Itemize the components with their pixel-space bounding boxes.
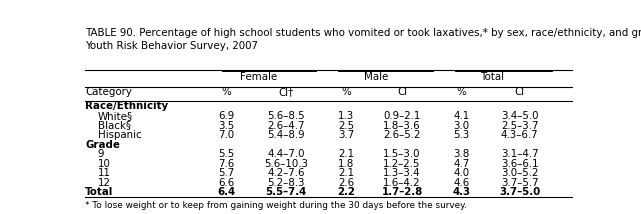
Text: 2.1: 2.1 bbox=[338, 168, 354, 178]
Text: 10: 10 bbox=[97, 159, 110, 169]
Text: 4.7: 4.7 bbox=[454, 159, 470, 169]
Text: 1.6–4.2: 1.6–4.2 bbox=[383, 178, 420, 188]
Text: 12: 12 bbox=[97, 178, 110, 188]
Text: 6.4: 6.4 bbox=[217, 187, 236, 198]
Text: 5.7: 5.7 bbox=[219, 168, 235, 178]
Text: 11: 11 bbox=[97, 168, 110, 178]
Text: 1.8: 1.8 bbox=[338, 159, 354, 169]
Text: 1.3: 1.3 bbox=[338, 111, 354, 121]
Text: 4.2–7.6: 4.2–7.6 bbox=[267, 168, 305, 178]
Text: 5.5: 5.5 bbox=[219, 149, 235, 159]
Text: 3.6–6.1: 3.6–6.1 bbox=[501, 159, 538, 169]
Text: 1.7–2.8: 1.7–2.8 bbox=[381, 187, 422, 198]
Text: Black§: Black§ bbox=[97, 120, 131, 131]
Text: 5.6–10.3: 5.6–10.3 bbox=[264, 159, 308, 169]
Text: 3.1–4.7: 3.1–4.7 bbox=[501, 149, 538, 159]
Text: Grade: Grade bbox=[85, 140, 120, 150]
Text: 5.2–8.3: 5.2–8.3 bbox=[267, 178, 305, 188]
Text: 4.1: 4.1 bbox=[454, 111, 470, 121]
Text: 1.2–2.5: 1.2–2.5 bbox=[383, 159, 420, 169]
Text: 3.7–5.0: 3.7–5.0 bbox=[499, 187, 540, 198]
Text: Female: Female bbox=[240, 72, 278, 82]
Text: 3.7: 3.7 bbox=[338, 130, 354, 140]
Text: CI: CI bbox=[515, 87, 525, 97]
Text: %: % bbox=[341, 87, 351, 97]
Text: Total: Total bbox=[85, 187, 113, 198]
Text: 3.5: 3.5 bbox=[219, 120, 235, 131]
Text: 2.2: 2.2 bbox=[337, 187, 355, 198]
Text: 5.5–7.4: 5.5–7.4 bbox=[265, 187, 307, 198]
Text: White§: White§ bbox=[97, 111, 133, 121]
Text: 5.6–8.5: 5.6–8.5 bbox=[267, 111, 305, 121]
Text: 3.8: 3.8 bbox=[454, 149, 470, 159]
Text: 3.4–5.0: 3.4–5.0 bbox=[501, 111, 538, 121]
Text: Total: Total bbox=[481, 72, 504, 82]
Text: 3.0–5.2: 3.0–5.2 bbox=[501, 168, 538, 178]
Text: 3.7–5.7: 3.7–5.7 bbox=[501, 178, 538, 188]
Text: Male: Male bbox=[363, 72, 388, 82]
Text: 4.0: 4.0 bbox=[454, 168, 470, 178]
Text: 5.3: 5.3 bbox=[454, 130, 470, 140]
Text: %: % bbox=[456, 87, 467, 97]
Text: 0.9–2.1: 0.9–2.1 bbox=[383, 111, 420, 121]
Text: 7.0: 7.0 bbox=[219, 130, 235, 140]
Text: 6.6: 6.6 bbox=[219, 178, 235, 188]
Text: 1.3–3.4: 1.3–3.4 bbox=[383, 168, 421, 178]
Text: TABLE 90. Percentage of high school students who vomited or took laxatives,* by : TABLE 90. Percentage of high school stud… bbox=[85, 28, 641, 51]
Text: 4.6: 4.6 bbox=[454, 178, 470, 188]
Text: 3.0: 3.0 bbox=[454, 120, 470, 131]
Text: 2.6–4.7: 2.6–4.7 bbox=[267, 120, 305, 131]
Text: 1.5–3.0: 1.5–3.0 bbox=[383, 149, 420, 159]
Text: Category: Category bbox=[85, 87, 132, 97]
Text: 2.1: 2.1 bbox=[338, 149, 354, 159]
Text: 9: 9 bbox=[97, 149, 104, 159]
Text: 4.4–7.0: 4.4–7.0 bbox=[267, 149, 305, 159]
Text: 2.5: 2.5 bbox=[338, 120, 354, 131]
Text: CI†: CI† bbox=[279, 87, 294, 97]
Text: 4.3: 4.3 bbox=[453, 187, 470, 198]
Text: 1.8–3.6: 1.8–3.6 bbox=[383, 120, 421, 131]
Text: 7.6: 7.6 bbox=[219, 159, 235, 169]
Text: 2.6: 2.6 bbox=[338, 178, 354, 188]
Text: 2.5–3.7: 2.5–3.7 bbox=[501, 120, 538, 131]
Text: 2.6–5.2: 2.6–5.2 bbox=[383, 130, 420, 140]
Text: Race/Ethnicity: Race/Ethnicity bbox=[85, 101, 168, 111]
Text: Hispanic: Hispanic bbox=[97, 130, 141, 140]
Text: 5.4–8.9: 5.4–8.9 bbox=[267, 130, 305, 140]
Text: * To lose weight or to keep from gaining weight during the 30 days before the su: * To lose weight or to keep from gaining… bbox=[85, 201, 467, 210]
Text: 6.9: 6.9 bbox=[219, 111, 235, 121]
Text: CI: CI bbox=[397, 87, 407, 97]
Text: 4.3–6.7: 4.3–6.7 bbox=[501, 130, 538, 140]
Text: %: % bbox=[222, 87, 231, 97]
